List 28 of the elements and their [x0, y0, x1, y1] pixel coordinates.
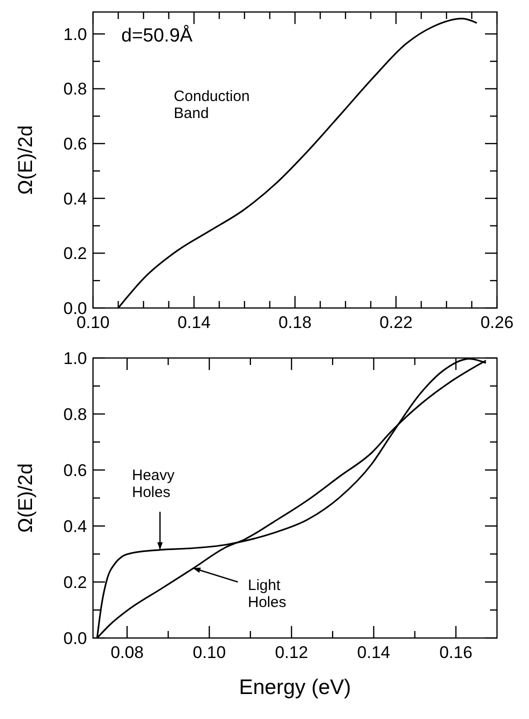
y-tick-label: 0.8: [63, 405, 87, 424]
x-tick-label: 0.08: [110, 643, 144, 662]
x-tick-label: 0.16: [439, 643, 472, 662]
y-tick-label: 1.0: [63, 349, 87, 368]
x-tick-label: 0.26: [480, 313, 514, 332]
x-axis-title: Energy (eV): [238, 676, 352, 699]
y-tick-label: 0.6: [63, 461, 87, 480]
y-tick-label: 0.4: [63, 189, 87, 208]
x-tick-label: 0.22: [379, 313, 413, 332]
y-tick-label: 0.6: [63, 134, 87, 154]
y-tick-label: 0.2: [63, 573, 87, 592]
x-tick-label: 0.18: [278, 313, 312, 332]
x-tick-label: 0.10: [76, 313, 110, 332]
y-tick-label: 0.2: [63, 244, 87, 264]
x-tick-label: 0.12: [274, 643, 308, 662]
annotation: Conduction Band: [174, 88, 250, 122]
x-tick-label: 0.14: [177, 313, 211, 332]
x-tick-label: 0.14: [357, 643, 390, 662]
y-axis-title: Ω(E)/2d: [15, 125, 37, 195]
annotation: Light Holes: [248, 577, 286, 611]
annotation: d=50.9Å: [121, 24, 193, 47]
annotation: Heavy Holes: [132, 466, 176, 501]
y-axis-title: Ω(E)/2d: [15, 463, 37, 533]
y-tick-label: 0.0: [63, 629, 87, 648]
y-tick-label: 0.4: [63, 517, 87, 536]
y-tick-label: 0.8: [63, 80, 87, 99]
x-tick-label: 0.10: [192, 643, 226, 662]
y-tick-label: 1.0: [63, 24, 87, 44]
